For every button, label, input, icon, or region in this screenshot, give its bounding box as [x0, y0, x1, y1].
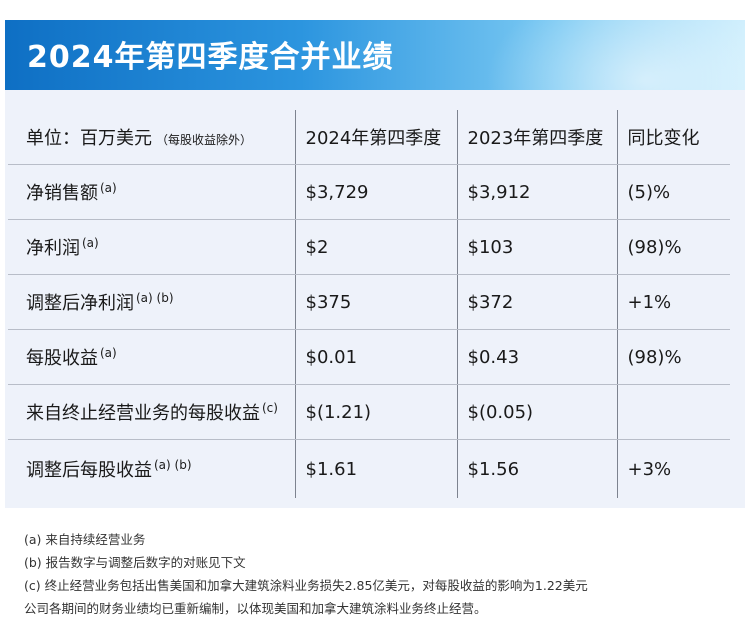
cell-change: (98)%	[616, 219, 730, 275]
footnote-ref: (c)	[262, 401, 278, 415]
footnotes: (a) 来自持续经营业务 (b) 报告数字与调整后数字的对账见下文 (c) 终止…	[24, 528, 588, 620]
footnote-c: (c) 终止经营业务包括出售美国和加拿大建筑涂料业务损失2.85亿美元，对每股收…	[24, 578, 588, 593]
footnote-b: (b) 报告数字与调整后数字的对账见下文	[24, 555, 246, 570]
cell-change: +1%	[616, 274, 730, 330]
footnote-a: (a) 来自持续经营业务	[24, 532, 146, 547]
cell-q4-2023: $0.43	[456, 329, 617, 385]
table-header-row: 单位：百万美元 （每股收益除外） 2024年第四季度 2023年第四季度 同比变化	[8, 110, 730, 165]
table-row: 来自终止经营业务的每股收益 (c) $(1.21) $(0.05)	[8, 384, 730, 440]
results-table: 单位：百万美元 （每股收益除外） 2024年第四季度 2023年第四季度 同比变化…	[8, 110, 730, 498]
header-yoy-change: 同比变化	[616, 110, 730, 165]
cell-change	[616, 384, 730, 440]
cell-q4-2023: $103	[456, 219, 617, 275]
cell-change: (98)%	[616, 329, 730, 385]
cell-q4-2023: $3,912	[456, 164, 617, 220]
title-banner: 2024年第四季度合并业绩	[5, 20, 745, 90]
footnote-ref: (a)	[100, 346, 117, 360]
row-label: 调整后净利润 (a) (b)	[8, 274, 295, 330]
footnote-ref: (a) (b)	[136, 291, 174, 305]
table-row: 调整后每股收益 (a) (b) $1.61 $1.56 +3%	[8, 439, 730, 498]
cell-q4-2024: $1.61	[294, 439, 457, 498]
cell-change: +3%	[616, 439, 730, 498]
header-unit-note: （每股收益除外）	[156, 133, 253, 147]
header-unit: 单位：百万美元 （每股收益除外）	[8, 110, 295, 165]
cell-change: (5)%	[616, 164, 730, 220]
footnote-ref: (a)	[82, 236, 99, 250]
header-unit-label: 单位：百万美元	[26, 128, 152, 149]
header-q4-2023: 2023年第四季度	[456, 110, 617, 165]
footnote-ref: (a)	[100, 181, 117, 195]
table-row: 每股收益 (a) $0.01 $0.43 (98)%	[8, 329, 730, 385]
row-label: 每股收益 (a)	[8, 329, 295, 385]
table-row: 调整后净利润 (a) (b) $375 $372 +1%	[8, 274, 730, 330]
cell-q4-2024: $(1.21)	[294, 384, 457, 440]
row-label: 净利润 (a)	[8, 219, 295, 275]
cell-q4-2024: $0.01	[294, 329, 457, 385]
header-q4-2024: 2024年第四季度	[294, 110, 457, 165]
table-row: 净利润 (a) $2 $103 (98)%	[8, 219, 730, 275]
cell-q4-2023: $(0.05)	[456, 384, 617, 440]
cell-q4-2024: $375	[294, 274, 457, 330]
cell-q4-2023: $1.56	[456, 439, 617, 498]
row-label: 来自终止经营业务的每股收益 (c)	[8, 384, 295, 440]
row-label: 调整后每股收益 (a) (b)	[26, 458, 192, 481]
cell-q4-2024: $2	[294, 219, 457, 275]
cell-q4-2024: $3,729	[294, 164, 457, 220]
page-title: 2024年第四季度合并业绩	[27, 40, 394, 75]
cell-q4-2023: $372	[456, 274, 617, 330]
footnote-ref: (a) (b)	[154, 458, 192, 472]
row-label: 净销售额 (a)	[8, 164, 295, 220]
footnote-restatement: 公司各期间的财务业绩均已重新编制，以体现美国和加拿大建筑涂料业务终止经营。	[24, 601, 487, 616]
table-row: 净销售额 (a) $3,729 $3,912 (5)%	[8, 164, 730, 220]
